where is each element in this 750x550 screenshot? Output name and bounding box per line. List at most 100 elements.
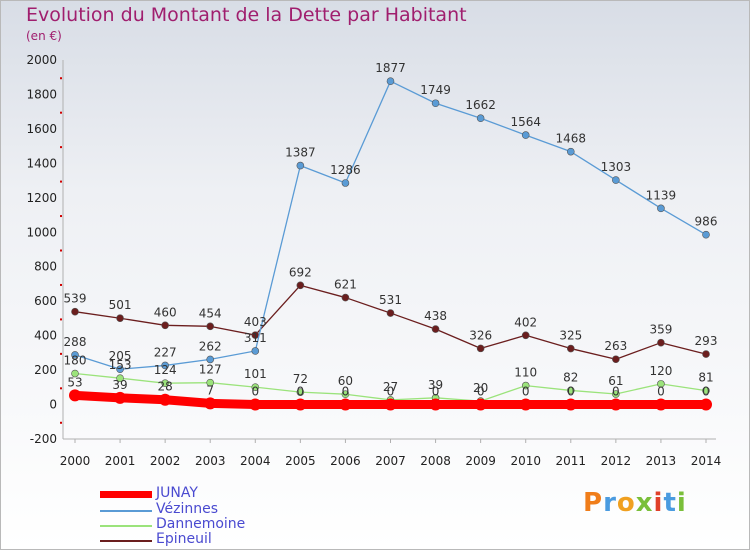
logo-letter: P <box>583 488 604 518</box>
data-point <box>161 321 169 330</box>
legend-swatch <box>100 525 152 527</box>
data-point <box>609 398 622 411</box>
data-label: 110 <box>514 366 537 380</box>
x-tick-label: 2012 <box>601 454 632 468</box>
chart-subtitle: (en €) <box>26 29 62 43</box>
y-tick-label: 1800 <box>26 87 57 101</box>
data-point <box>116 374 124 382</box>
data-point <box>294 398 307 411</box>
y-tick-label: 600 <box>34 294 57 308</box>
data-point <box>476 114 485 123</box>
data-point <box>206 322 215 331</box>
data-label: 7 <box>206 383 214 397</box>
data-point <box>71 307 79 316</box>
data-label: 438 <box>424 309 447 323</box>
data-point <box>116 365 124 374</box>
x-tick-label: 2009 <box>465 454 496 468</box>
x-tick-label: 2007 <box>375 454 406 468</box>
logo-letter: t <box>663 488 677 518</box>
data-label: 0 <box>612 385 620 399</box>
data-label: 28 <box>158 380 173 394</box>
y-tick-label: 0 <box>49 398 57 412</box>
logo-letter: r <box>603 488 617 518</box>
x-tick-label: 2004 <box>240 454 271 468</box>
data-label: 72 <box>293 372 308 386</box>
data-point <box>71 351 79 359</box>
data-point <box>251 383 260 391</box>
x-tick-label: 2011 <box>556 454 587 468</box>
data-point <box>564 398 577 411</box>
x-tick-label: 2010 <box>510 454 541 468</box>
x-tick-label: 2005 <box>285 454 316 468</box>
data-point <box>249 398 262 411</box>
data-point <box>296 161 305 170</box>
data-label: 81 <box>698 371 713 385</box>
data-point <box>521 331 530 340</box>
y-tick-label: 1600 <box>26 122 57 136</box>
data-label: 692 <box>289 265 312 279</box>
x-tick-label: 2002 <box>150 454 181 468</box>
data-label: 311 <box>244 331 267 345</box>
data-label: 262 <box>199 339 222 353</box>
x-tick-label: 2000 <box>60 454 91 468</box>
x-tick-label: 2014 <box>691 454 722 468</box>
data-label: 1387 <box>285 146 316 160</box>
data-label: 124 <box>154 363 177 377</box>
x-tick-label: 2001 <box>105 454 136 468</box>
data-point <box>114 391 127 404</box>
data-label: 20 <box>473 381 488 395</box>
data-label: 326 <box>469 328 492 342</box>
data-point <box>654 398 667 411</box>
legend-swatch <box>100 491 152 498</box>
y-tick-label: -200 <box>30 432 57 446</box>
data-label: 127 <box>199 363 222 377</box>
data-point <box>296 281 305 290</box>
data-point <box>566 147 575 156</box>
data-point <box>612 390 620 398</box>
data-label: 325 <box>559 329 582 343</box>
logo-letter: o <box>616 488 636 518</box>
x-tick-label: 2003 <box>195 454 226 468</box>
y-tick-label: 400 <box>34 329 57 343</box>
logo-letter: x <box>635 488 654 518</box>
data-point <box>431 99 440 108</box>
data-label: 27 <box>383 380 398 394</box>
data-label: 0 <box>702 385 710 399</box>
data-label: 205 <box>109 349 132 363</box>
legend-label: Epineuil <box>156 531 212 547</box>
data-point <box>657 380 665 388</box>
chart-title: Evolution du Montant de la Dette par Hab… <box>26 4 467 26</box>
data-point <box>206 355 215 364</box>
data-point <box>700 398 712 411</box>
data-label: 0 <box>297 385 305 399</box>
data-point <box>116 314 124 323</box>
data-label: 359 <box>649 323 672 337</box>
data-point <box>521 381 530 390</box>
data-point <box>702 230 710 239</box>
data-label: 153 <box>109 358 132 372</box>
data-point <box>204 397 217 410</box>
data-label: 0 <box>477 385 485 399</box>
data-label: 61 <box>608 374 623 388</box>
data-label: 53 <box>67 375 82 389</box>
y-tick-label: 200 <box>34 363 57 377</box>
proxiti-logo: Proxiti <box>583 488 687 518</box>
data-point <box>521 131 530 139</box>
logo-letter: i <box>653 488 664 518</box>
x-tick-label: 2008 <box>420 454 451 468</box>
data-label: 263 <box>604 339 627 353</box>
data-label: 0 <box>522 385 530 399</box>
data-point <box>702 386 710 395</box>
data-label: 39 <box>112 378 127 392</box>
y-tick-label: 1400 <box>26 156 57 170</box>
data-point <box>251 347 260 355</box>
data-label: 402 <box>514 315 537 329</box>
data-point <box>159 393 172 406</box>
legend-label: Dannemoine <box>156 516 246 532</box>
data-point <box>566 386 575 395</box>
data-point <box>429 398 442 411</box>
data-point <box>386 77 395 85</box>
y-tick-label: 1000 <box>26 225 57 239</box>
